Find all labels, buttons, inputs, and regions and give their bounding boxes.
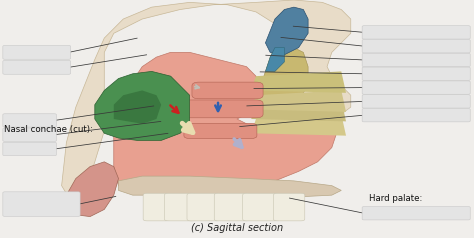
Polygon shape	[62, 0, 351, 209]
FancyBboxPatch shape	[184, 123, 257, 139]
FancyBboxPatch shape	[214, 193, 250, 221]
FancyBboxPatch shape	[3, 60, 71, 74]
FancyBboxPatch shape	[273, 193, 305, 221]
FancyBboxPatch shape	[362, 95, 470, 108]
Polygon shape	[251, 100, 346, 121]
Polygon shape	[251, 114, 346, 136]
FancyBboxPatch shape	[143, 193, 170, 221]
FancyBboxPatch shape	[3, 114, 56, 127]
Text: Nasal conchae (cut):: Nasal conchae (cut):	[4, 125, 92, 134]
FancyBboxPatch shape	[3, 128, 56, 141]
FancyBboxPatch shape	[362, 40, 470, 53]
FancyBboxPatch shape	[362, 53, 470, 67]
Polygon shape	[95, 71, 190, 140]
FancyBboxPatch shape	[182, 100, 263, 118]
Polygon shape	[251, 90, 346, 112]
Text: Hard palate:: Hard palate:	[369, 194, 422, 203]
FancyBboxPatch shape	[164, 193, 196, 221]
FancyBboxPatch shape	[362, 67, 470, 80]
Polygon shape	[118, 176, 341, 198]
FancyBboxPatch shape	[3, 142, 56, 156]
FancyBboxPatch shape	[362, 26, 470, 39]
FancyBboxPatch shape	[362, 109, 470, 122]
Polygon shape	[256, 48, 308, 107]
Polygon shape	[265, 48, 284, 71]
FancyBboxPatch shape	[3, 45, 71, 59]
Polygon shape	[265, 7, 308, 55]
FancyBboxPatch shape	[192, 82, 263, 99]
Polygon shape	[66, 162, 118, 217]
FancyBboxPatch shape	[362, 81, 470, 94]
FancyBboxPatch shape	[243, 193, 279, 221]
Polygon shape	[114, 52, 337, 190]
Polygon shape	[114, 90, 161, 124]
Text: (c) Sagittal section: (c) Sagittal section	[191, 223, 283, 233]
FancyBboxPatch shape	[187, 193, 220, 221]
FancyBboxPatch shape	[362, 207, 470, 220]
FancyBboxPatch shape	[3, 192, 80, 216]
Polygon shape	[251, 71, 346, 93]
